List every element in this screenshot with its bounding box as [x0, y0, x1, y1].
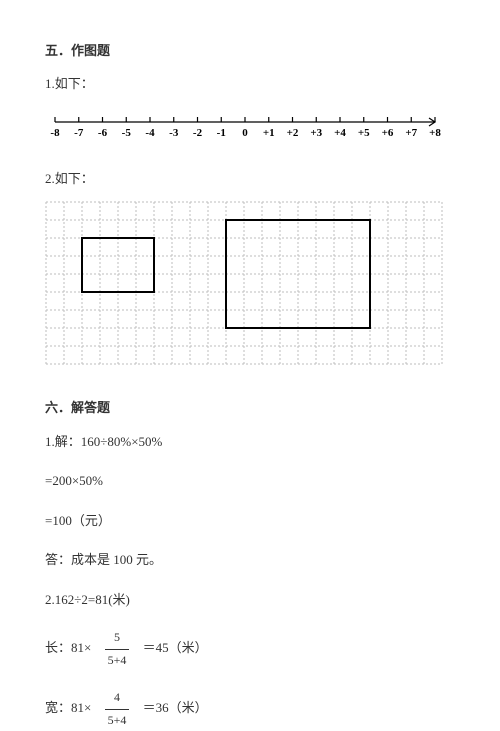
q1-answer: 答：成本是 100 元。: [45, 548, 455, 571]
q2-width-prefix: 宽：81×: [45, 700, 91, 715]
item-1-label: 1.如下：: [45, 73, 455, 92]
svg-text:-7: -7: [74, 127, 84, 139]
q2-width-suffix: ＝36（米）: [143, 700, 208, 715]
svg-text:+4: +4: [334, 127, 346, 139]
svg-text:+5: +5: [358, 127, 370, 139]
q1-line1: 1.解：160÷80%×50%: [45, 430, 455, 453]
frac-num: 5: [105, 627, 130, 649]
q1-line2: =200×50%: [45, 469, 455, 492]
q1-line3: =100（元）: [45, 509, 455, 532]
fraction-4-over-5plus4: 4 5+4: [105, 687, 130, 731]
svg-text:-2: -2: [193, 127, 203, 139]
grid-figure: [45, 201, 455, 365]
svg-text:+6: +6: [382, 127, 394, 139]
svg-text:+7: +7: [405, 127, 417, 139]
svg-text:+3: +3: [310, 127, 322, 139]
svg-text:+1: +1: [263, 127, 275, 139]
q2-width: 宽：81× 4 5+4 ＝36（米）: [45, 687, 455, 731]
svg-text:-3: -3: [169, 127, 179, 139]
svg-text:0: 0: [242, 127, 248, 139]
item-2-label: 2.如下：: [45, 168, 455, 187]
q2-length-prefix: 长：81×: [45, 640, 91, 655]
frac-den: 5+4: [105, 709, 130, 731]
svg-text:-1: -1: [217, 127, 226, 139]
q2-length: 长：81× 5 5+4 ＝45（米）: [45, 627, 455, 671]
svg-text:+2: +2: [287, 127, 299, 139]
svg-text:-8: -8: [50, 127, 60, 139]
svg-text:+8: +8: [429, 127, 441, 139]
section5-title: 五．作图题: [45, 40, 455, 59]
fraction-5-over-5plus4: 5 5+4: [105, 627, 130, 671]
frac-num: 4: [105, 687, 130, 709]
svg-text:-4: -4: [145, 127, 155, 139]
svg-text:-5: -5: [122, 127, 132, 139]
number-line: -8 -7 -6 -5 -4 -3 -2 -1 0 +1 +2 +3 +4 +5 +6 +7 +8: [45, 106, 455, 150]
q2-length-suffix: ＝45（米）: [143, 640, 208, 655]
frac-den: 5+4: [105, 649, 130, 672]
section6-title: 六．解答题: [45, 397, 455, 416]
q2-line1: 2.162÷2=81(米): [45, 588, 455, 611]
svg-text:-6: -6: [98, 127, 108, 139]
